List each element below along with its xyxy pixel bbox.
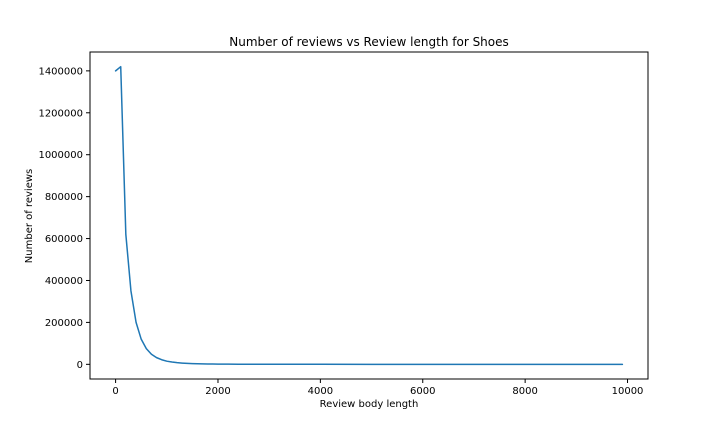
- y-tick-label: 1200000: [38, 108, 83, 119]
- plot-area: 0 2000 4000 6000 8000 10000 0 200000 400000 60000…: [38, 65, 644, 397]
- y-axis-label: Number of reviews: [24, 169, 35, 263]
- x-tick-label: 2000: [205, 386, 230, 397]
- y-tick-label: 400000: [45, 276, 83, 287]
- plot-frame: [89, 51, 649, 380]
- y-tick-label: 0: [77, 360, 83, 371]
- x-tick-label: 8000: [512, 386, 537, 397]
- x-axis-label: Review body length: [320, 399, 419, 410]
- x-tick-label: 0: [112, 386, 118, 397]
- x-tick-label: 10000: [612, 386, 644, 397]
- y-tick-label: 600000: [45, 234, 83, 245]
- series-line: [114, 65, 624, 366]
- y-tick-label: 1000000: [38, 150, 83, 161]
- y-tick-label: 200000: [45, 318, 83, 329]
- y-tick-label: 1400000: [38, 66, 83, 77]
- x-tick-label: 4000: [308, 386, 333, 397]
- x-tick-label: 6000: [410, 386, 435, 397]
- y-tick-label: 800000: [45, 192, 83, 203]
- chart-title: Number of reviews vs Review length for S…: [229, 35, 509, 49]
